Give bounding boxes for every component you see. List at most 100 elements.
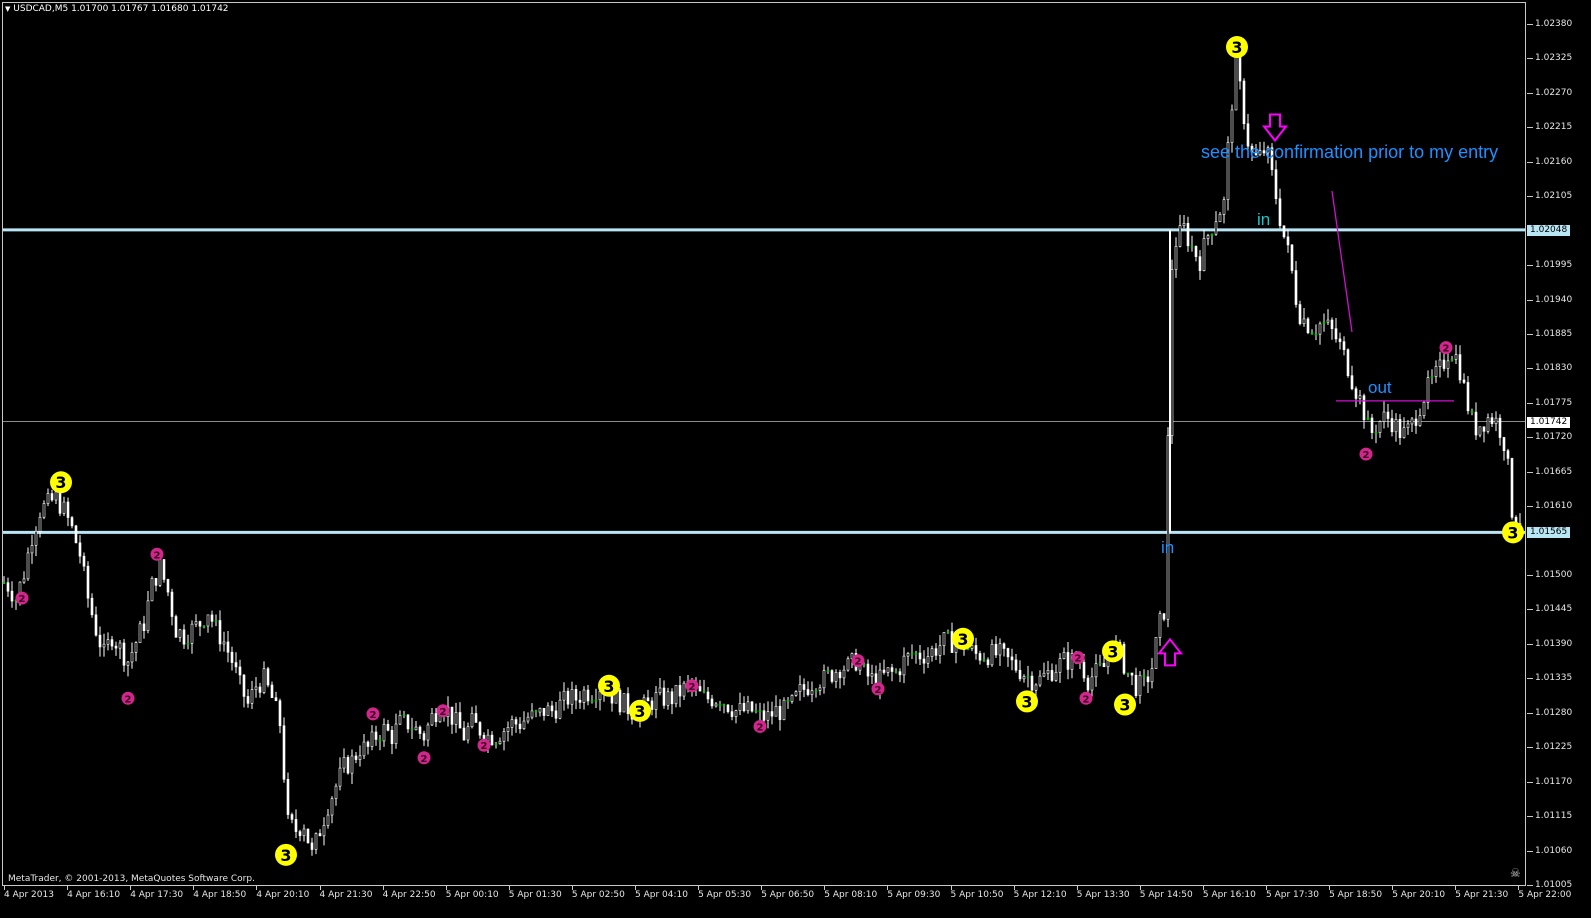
candle-body [542,707,546,716]
candle-body [426,724,430,741]
candle-body [986,659,990,666]
candle-body [318,833,322,837]
candle-body [1162,613,1166,620]
candle-body [1350,375,1354,390]
candle-body [822,670,826,689]
candle-body [334,785,338,800]
fractal-2-marker [851,654,865,668]
candle-body [1022,676,1026,680]
candle-body [778,705,782,720]
annotation-in-lower: in [1161,538,1175,557]
candle-body [866,663,870,677]
candle-body [366,741,370,747]
candle-body [90,597,94,616]
candle-body [466,726,470,741]
fractal-2-marker [477,738,491,752]
time-tick [1455,885,1457,890]
candle-body [1406,423,1410,428]
fractal-3-marker [50,471,72,494]
price-label: 1.01115 [1535,811,1573,822]
candle-body [1314,333,1318,336]
triangle-down-icon[interactable]: ▼ [5,5,11,13]
chart-title-text: USDCAD,M5 1.01700 1.01767 1.01680 1.0174… [13,4,229,14]
candle-body [118,642,122,649]
candle-body [242,674,246,697]
time-label: 5 Apr 08:10 [824,890,878,900]
plot-area[interactable] [2,2,1526,886]
price-label: 1.01665 [1535,466,1573,477]
candle-body [910,653,914,655]
candle-body [1226,142,1230,200]
fractal-2-label: 2 [370,710,377,721]
candle-body [1394,419,1398,433]
candle-body [566,690,570,705]
fractal-2-label: 2 [875,685,882,696]
candle-body [390,730,394,745]
price-label: 1.01005 [1535,880,1573,890]
candle-body [1254,151,1258,155]
time-tick [256,885,258,890]
candle-body [750,701,754,712]
price-label: 1.02215 [1535,122,1573,133]
fractal-3-marker [1102,640,1124,663]
candle-body [882,669,886,673]
candle-body [362,741,366,757]
price-label: 1.01995 [1535,260,1573,271]
candle-body [802,684,806,690]
candle-body [646,697,650,702]
price-axis[interactable]: 1.02380 1.02325 1.02270 1.02215 1.02160 1.021… [1527,2,1591,890]
candle-body [1330,319,1334,329]
candle-body [378,739,382,742]
time-tick [1266,885,1267,890]
candle-body [1082,662,1086,679]
candle-body [1438,359,1442,367]
fractal-3-marker [1114,693,1136,716]
candle-body [174,616,178,638]
candle-body [886,667,890,673]
candle-body [1338,338,1342,342]
candle-body [1442,359,1446,369]
candle-body [1014,659,1018,671]
fractal-2-marker [1359,447,1373,461]
fractal-3-marker [629,699,651,722]
fractal-3-marker [598,674,620,697]
skull-icon[interactable]: ☠ [1510,866,1521,880]
candle-body [246,696,250,704]
candle-body [298,831,302,837]
time-tick [1013,885,1015,890]
fractal-3-label: 3 [1231,38,1242,57]
candle-body [1274,169,1278,199]
price-tick [1527,506,1533,508]
candle-body [594,699,598,702]
price-label: 1.02160 [1535,156,1573,167]
candle-body [1158,613,1162,638]
candle-body [1378,421,1382,433]
candle-body [450,706,454,725]
price-tick [1527,161,1533,163]
candle-body [1146,676,1150,683]
candle-body [150,578,154,602]
price-tick [1527,437,1533,439]
price-tick [1527,127,1533,129]
time-axis[interactable]: 4 Apr 2013 4 Apr 16:10 4 Apr 17:30 4 Apr 18… [0,885,1591,918]
candle-body [42,503,46,518]
candle-body [746,701,750,712]
candle-body [1302,318,1306,325]
price-tick [1527,265,1533,267]
candle-body [306,828,310,844]
candle-body [570,689,574,705]
candle-body [322,825,326,837]
fractal-3-label: 3 [1107,642,1118,661]
candle-body [538,707,542,713]
candle-body [762,710,766,721]
price-label: 1.01940 [1535,294,1573,305]
candle-body [1470,410,1474,413]
candle-body [1094,663,1098,678]
price-label: 1.01225 [1535,742,1573,753]
candle-body [6,582,10,592]
candle-body [274,697,278,702]
copyright-text: MetaTrader, © 2001-2013, MetaQuotes Soft… [8,874,255,884]
candle-body [1182,223,1186,227]
